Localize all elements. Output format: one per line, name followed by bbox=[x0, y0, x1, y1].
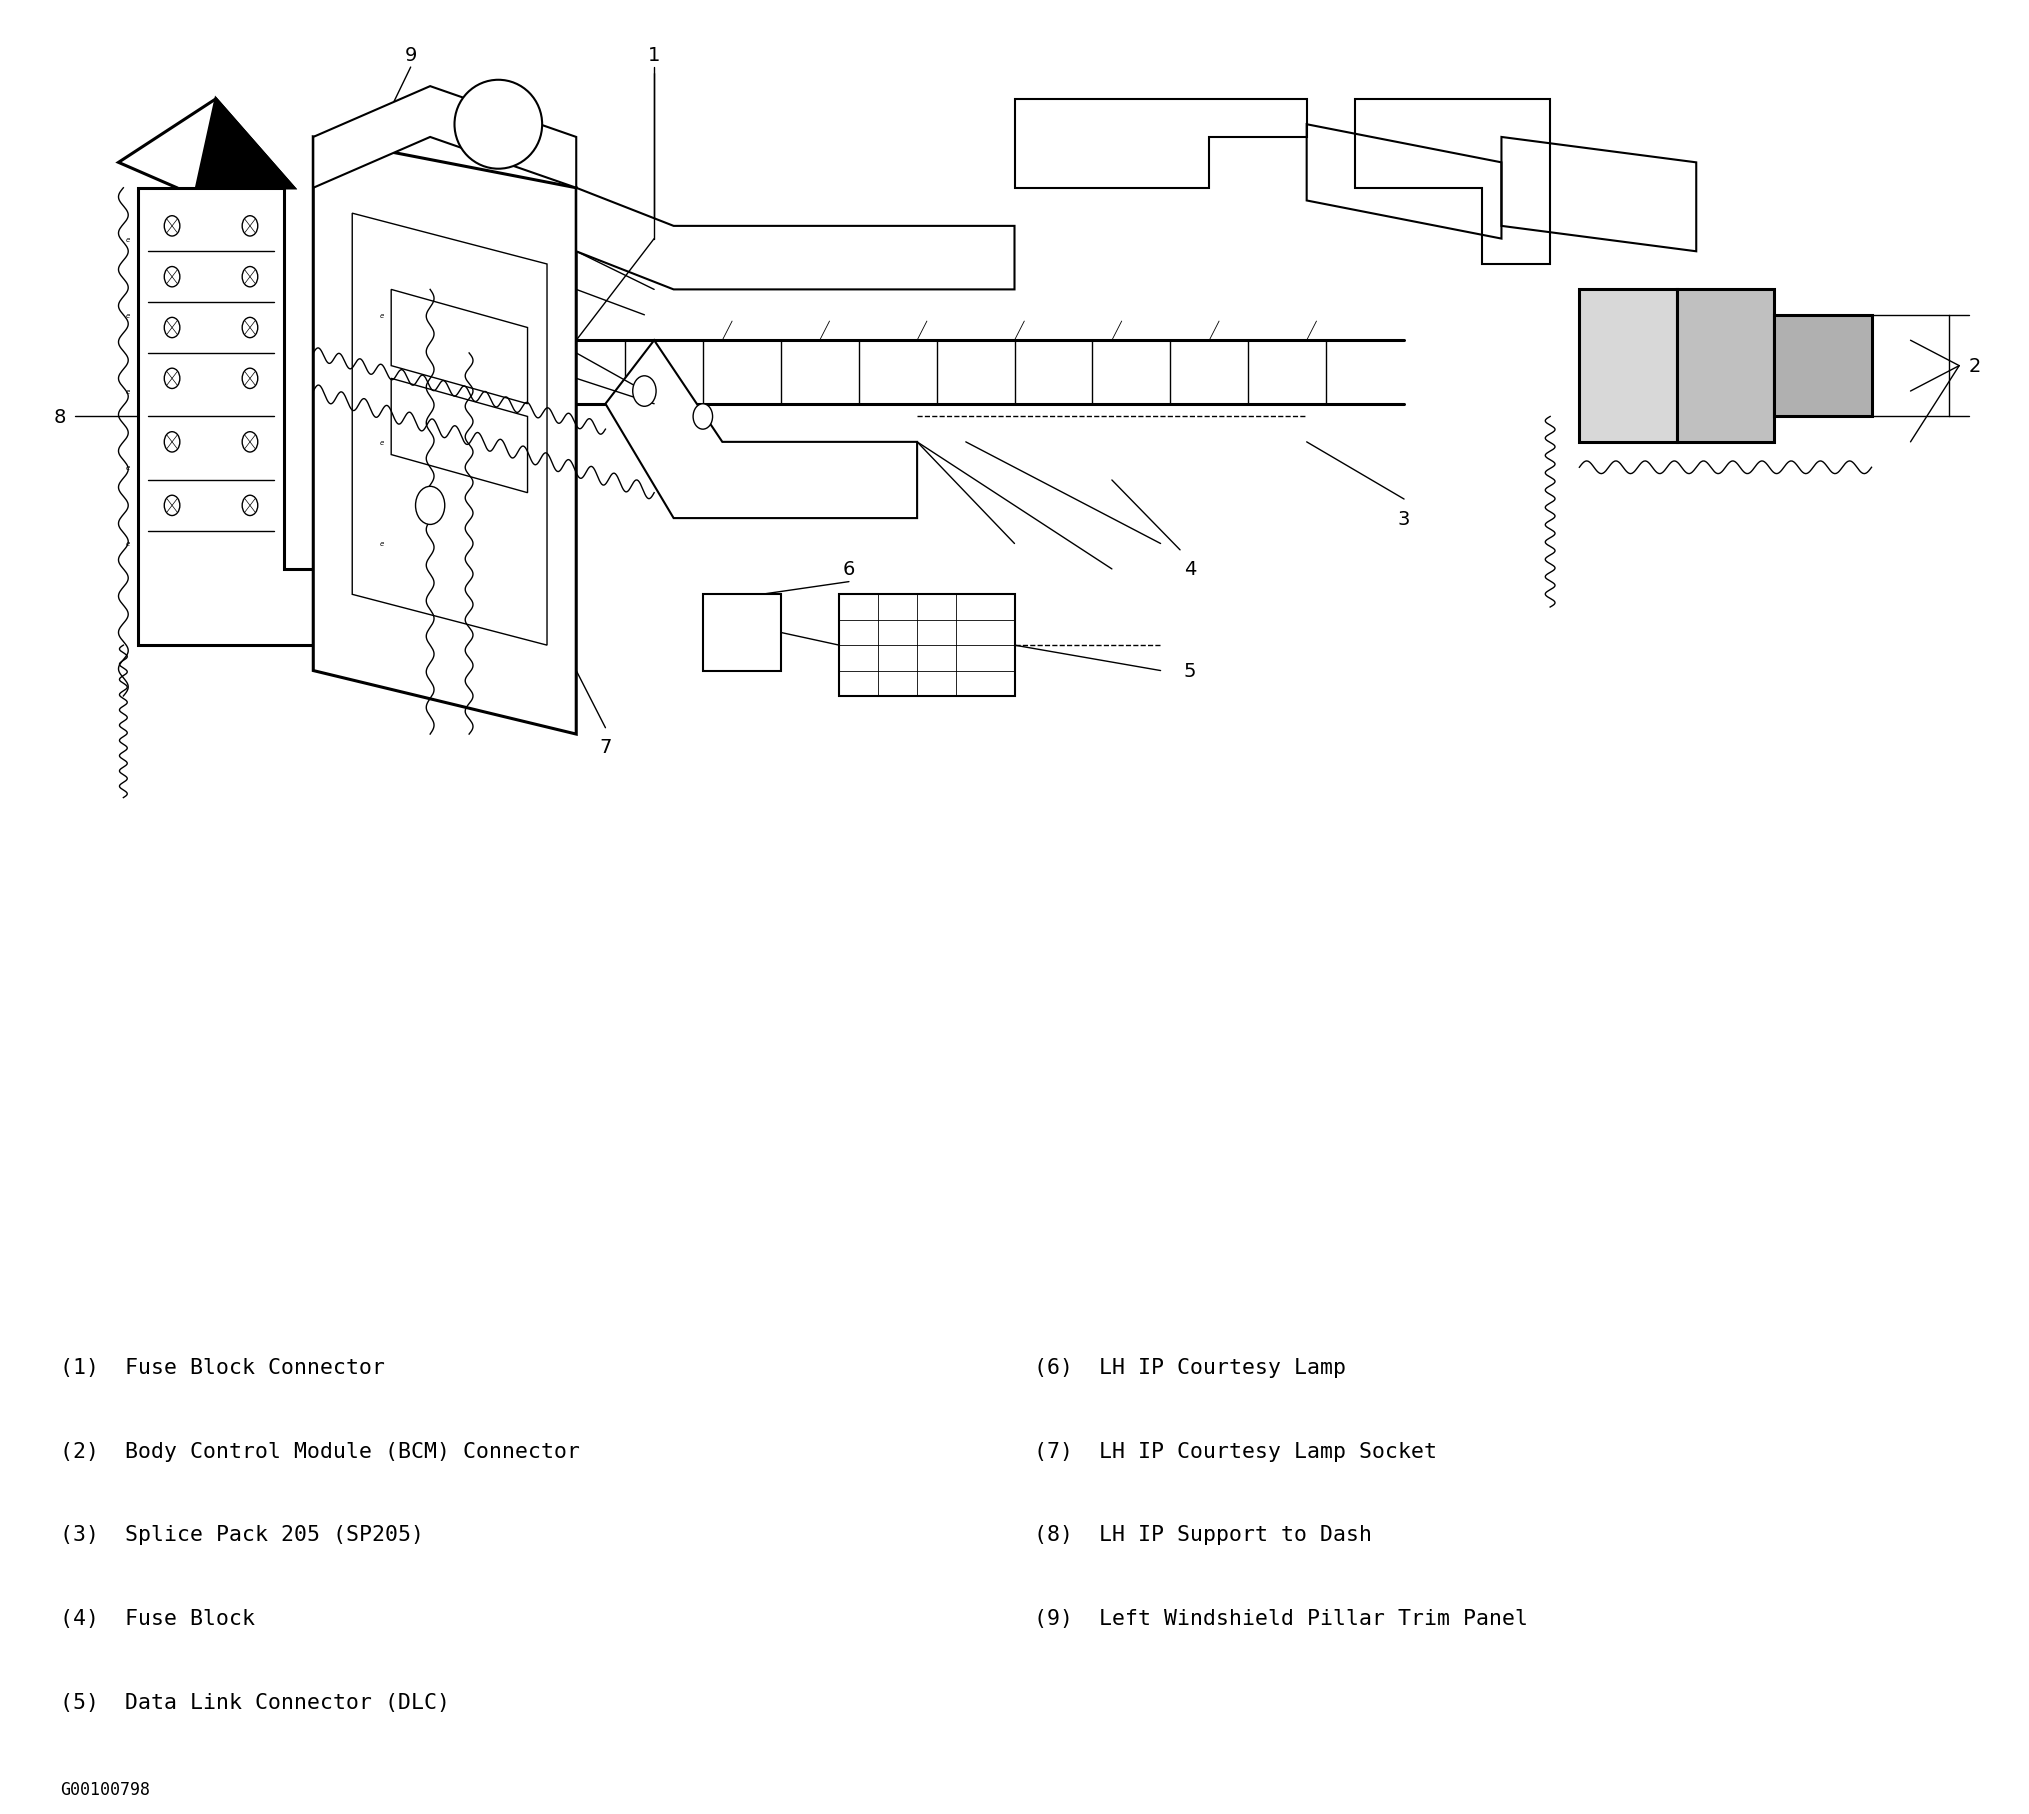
Text: e: e bbox=[379, 312, 383, 319]
Polygon shape bbox=[118, 100, 294, 239]
Circle shape bbox=[164, 495, 181, 517]
Text: 1: 1 bbox=[647, 45, 659, 65]
Polygon shape bbox=[197, 100, 294, 239]
Text: e: e bbox=[126, 464, 130, 472]
Text: (8)  LH IP Support to Dash: (8) LH IP Support to Dash bbox=[1035, 1524, 1372, 1546]
Polygon shape bbox=[605, 341, 917, 519]
Ellipse shape bbox=[454, 80, 542, 169]
Text: e: e bbox=[126, 388, 130, 395]
Text: e: e bbox=[379, 439, 383, 446]
Polygon shape bbox=[1676, 290, 1773, 443]
Circle shape bbox=[164, 216, 181, 238]
Text: 3: 3 bbox=[1398, 510, 1410, 528]
Text: 5: 5 bbox=[1183, 662, 1195, 680]
Circle shape bbox=[164, 368, 181, 390]
Polygon shape bbox=[576, 189, 1014, 290]
Text: 6: 6 bbox=[842, 561, 854, 579]
Circle shape bbox=[241, 216, 258, 238]
Circle shape bbox=[164, 432, 181, 454]
Text: (3)  Splice Pack 205 (SP205): (3) Splice Pack 205 (SP205) bbox=[61, 1524, 424, 1546]
Circle shape bbox=[241, 317, 258, 339]
Circle shape bbox=[241, 495, 258, 517]
Text: e: e bbox=[126, 541, 130, 548]
Text: (9)  Left Windshield Pillar Trim Panel: (9) Left Windshield Pillar Trim Panel bbox=[1035, 1609, 1528, 1629]
Circle shape bbox=[164, 317, 181, 339]
Polygon shape bbox=[1579, 290, 1676, 443]
Text: e: e bbox=[379, 541, 383, 548]
Circle shape bbox=[694, 405, 712, 430]
Text: (5)  Data Link Connector (DLC): (5) Data Link Connector (DLC) bbox=[61, 1692, 450, 1712]
Circle shape bbox=[164, 267, 181, 288]
Text: 2: 2 bbox=[1968, 357, 1980, 375]
Text: e: e bbox=[126, 312, 130, 319]
Text: (4)  Fuse Block: (4) Fuse Block bbox=[61, 1609, 256, 1629]
Text: 4: 4 bbox=[1183, 561, 1195, 579]
Polygon shape bbox=[312, 87, 576, 189]
Polygon shape bbox=[1773, 316, 1871, 417]
Polygon shape bbox=[138, 189, 312, 646]
Text: e: e bbox=[126, 236, 130, 243]
Text: 9: 9 bbox=[404, 45, 416, 65]
Polygon shape bbox=[353, 214, 548, 646]
Text: G00100798: G00100798 bbox=[61, 1780, 150, 1798]
Text: (2)  Body Control Module (BCM) Connector: (2) Body Control Module (BCM) Connector bbox=[61, 1440, 580, 1460]
Text: 7: 7 bbox=[599, 738, 611, 756]
Polygon shape bbox=[312, 138, 576, 735]
Circle shape bbox=[241, 432, 258, 454]
Text: (7)  LH IP Courtesy Lamp Socket: (7) LH IP Courtesy Lamp Socket bbox=[1035, 1440, 1437, 1460]
Text: (1)  Fuse Block Connector: (1) Fuse Block Connector bbox=[61, 1357, 386, 1377]
Circle shape bbox=[241, 267, 258, 288]
Circle shape bbox=[633, 377, 655, 406]
Circle shape bbox=[416, 488, 444, 526]
Circle shape bbox=[241, 368, 258, 390]
Text: 8: 8 bbox=[55, 408, 67, 426]
Text: (6)  LH IP Courtesy Lamp: (6) LH IP Courtesy Lamp bbox=[1035, 1357, 1345, 1377]
